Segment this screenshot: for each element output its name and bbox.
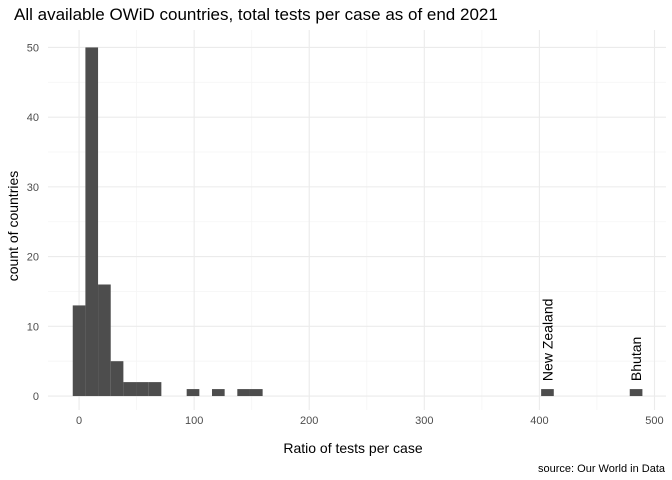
bar-annotation-label: New Zealand [539, 299, 555, 382]
bar-annotation-label: Bhutan [628, 337, 644, 381]
x-tick-label: 200 [300, 415, 318, 427]
histogram-bar [123, 382, 137, 397]
histogram-bars [72, 47, 643, 397]
x-tick-label: 300 [415, 415, 433, 427]
x-axis-title: Ratio of tests per case [283, 440, 423, 456]
minor-gridlines [48, 30, 666, 410]
histogram-bar [186, 389, 200, 397]
major-gridlines [48, 30, 666, 410]
x-tick-label: 400 [530, 415, 548, 427]
histogram-bar [72, 305, 86, 397]
y-axis-ticks: 0 10 20 30 40 50 [27, 42, 39, 403]
source-caption: source: Our World in Data [538, 463, 666, 475]
x-tick-label: 500 [645, 415, 663, 427]
x-axis-ticks: 0 100 200 300 400 500 [76, 415, 664, 427]
chart-title: All available OWiD countries, total test… [14, 5, 498, 24]
histogram-bar [629, 389, 643, 397]
x-tick-label: 100 [185, 415, 203, 427]
histogram-bar [136, 382, 149, 397]
y-tick-label: 0 [33, 391, 39, 403]
histogram-bar [98, 284, 111, 397]
x-tick-label: 0 [76, 415, 82, 427]
histogram-bar [541, 389, 554, 397]
histogram-bar [237, 389, 250, 397]
y-tick-label: 50 [27, 42, 39, 54]
y-tick-label: 40 [27, 112, 39, 124]
histogram-bar [110, 361, 124, 397]
bar-annotations: New Zealand Bhutan [539, 299, 644, 382]
histogram-bar [211, 389, 225, 397]
y-tick-label: 10 [27, 321, 39, 333]
histogram-bar [148, 382, 162, 397]
y-axis-title: count of countries [5, 171, 21, 282]
histogram-bar [249, 389, 263, 397]
histogram-bar [85, 47, 99, 397]
y-tick-label: 30 [27, 182, 39, 194]
y-tick-label: 20 [27, 252, 39, 264]
